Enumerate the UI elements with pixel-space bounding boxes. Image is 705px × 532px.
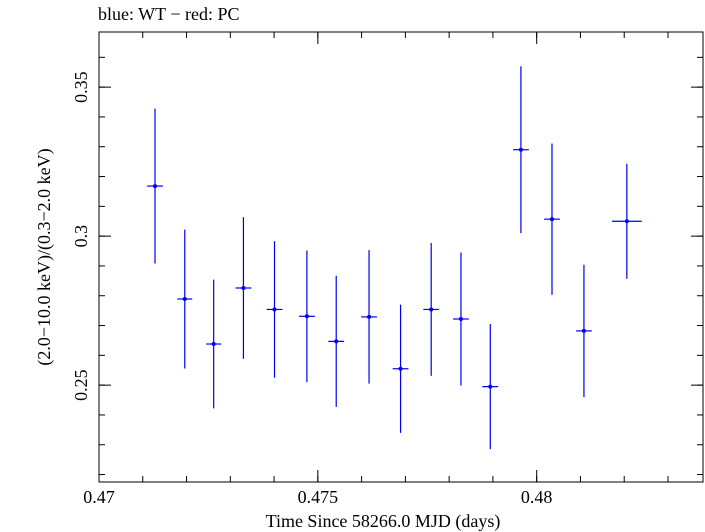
data-point	[177, 229, 193, 369]
point-marker	[304, 314, 309, 319]
point-marker	[241, 285, 246, 290]
point-marker	[581, 328, 586, 333]
data-point	[453, 252, 469, 386]
point-marker	[458, 316, 463, 321]
data-point	[392, 304, 409, 433]
data-point	[611, 163, 642, 279]
y-tick-label: 0.3	[71, 225, 91, 248]
point-marker	[624, 219, 629, 224]
point-marker	[153, 184, 158, 189]
plot-frame	[98, 31, 704, 483]
data-point	[361, 250, 377, 384]
point-marker	[182, 297, 187, 302]
data-point	[266, 241, 283, 378]
x-tick-label: 0.475	[298, 487, 339, 507]
data-point	[206, 279, 222, 409]
point-marker	[429, 307, 434, 312]
data-point	[299, 250, 315, 383]
data-point	[423, 242, 440, 376]
y-tick-label: 0.35	[71, 71, 91, 103]
data-point	[576, 264, 592, 398]
x-tick-label: 0.48	[521, 487, 553, 507]
x-axis-label: Time Since 58266.0 MJD (days)	[266, 511, 501, 532]
point-marker	[550, 217, 554, 222]
point-marker	[272, 307, 277, 312]
data-point	[328, 275, 345, 407]
point-marker	[211, 342, 216, 347]
y-axis-label: (2.0−10.0 keV)/(0.3−2.0 keV)	[34, 148, 55, 365]
y-tick-label: 0.25	[71, 369, 91, 401]
data-point	[513, 66, 529, 234]
point-marker	[367, 314, 372, 319]
data-marks	[147, 66, 642, 450]
point-marker	[488, 384, 493, 389]
x-tick-label: 0.47	[83, 487, 115, 507]
data-point	[147, 108, 163, 264]
point-marker	[398, 366, 403, 371]
point-marker	[334, 339, 339, 344]
data-point	[544, 143, 560, 295]
chart-title: blue: WT − red: PC	[98, 4, 239, 24]
plot-axes: 0.47 0.475 0.48 0.25 0.3 0.35	[71, 31, 704, 507]
data-point	[235, 217, 252, 359]
data-point	[482, 324, 499, 450]
point-marker	[518, 147, 523, 152]
